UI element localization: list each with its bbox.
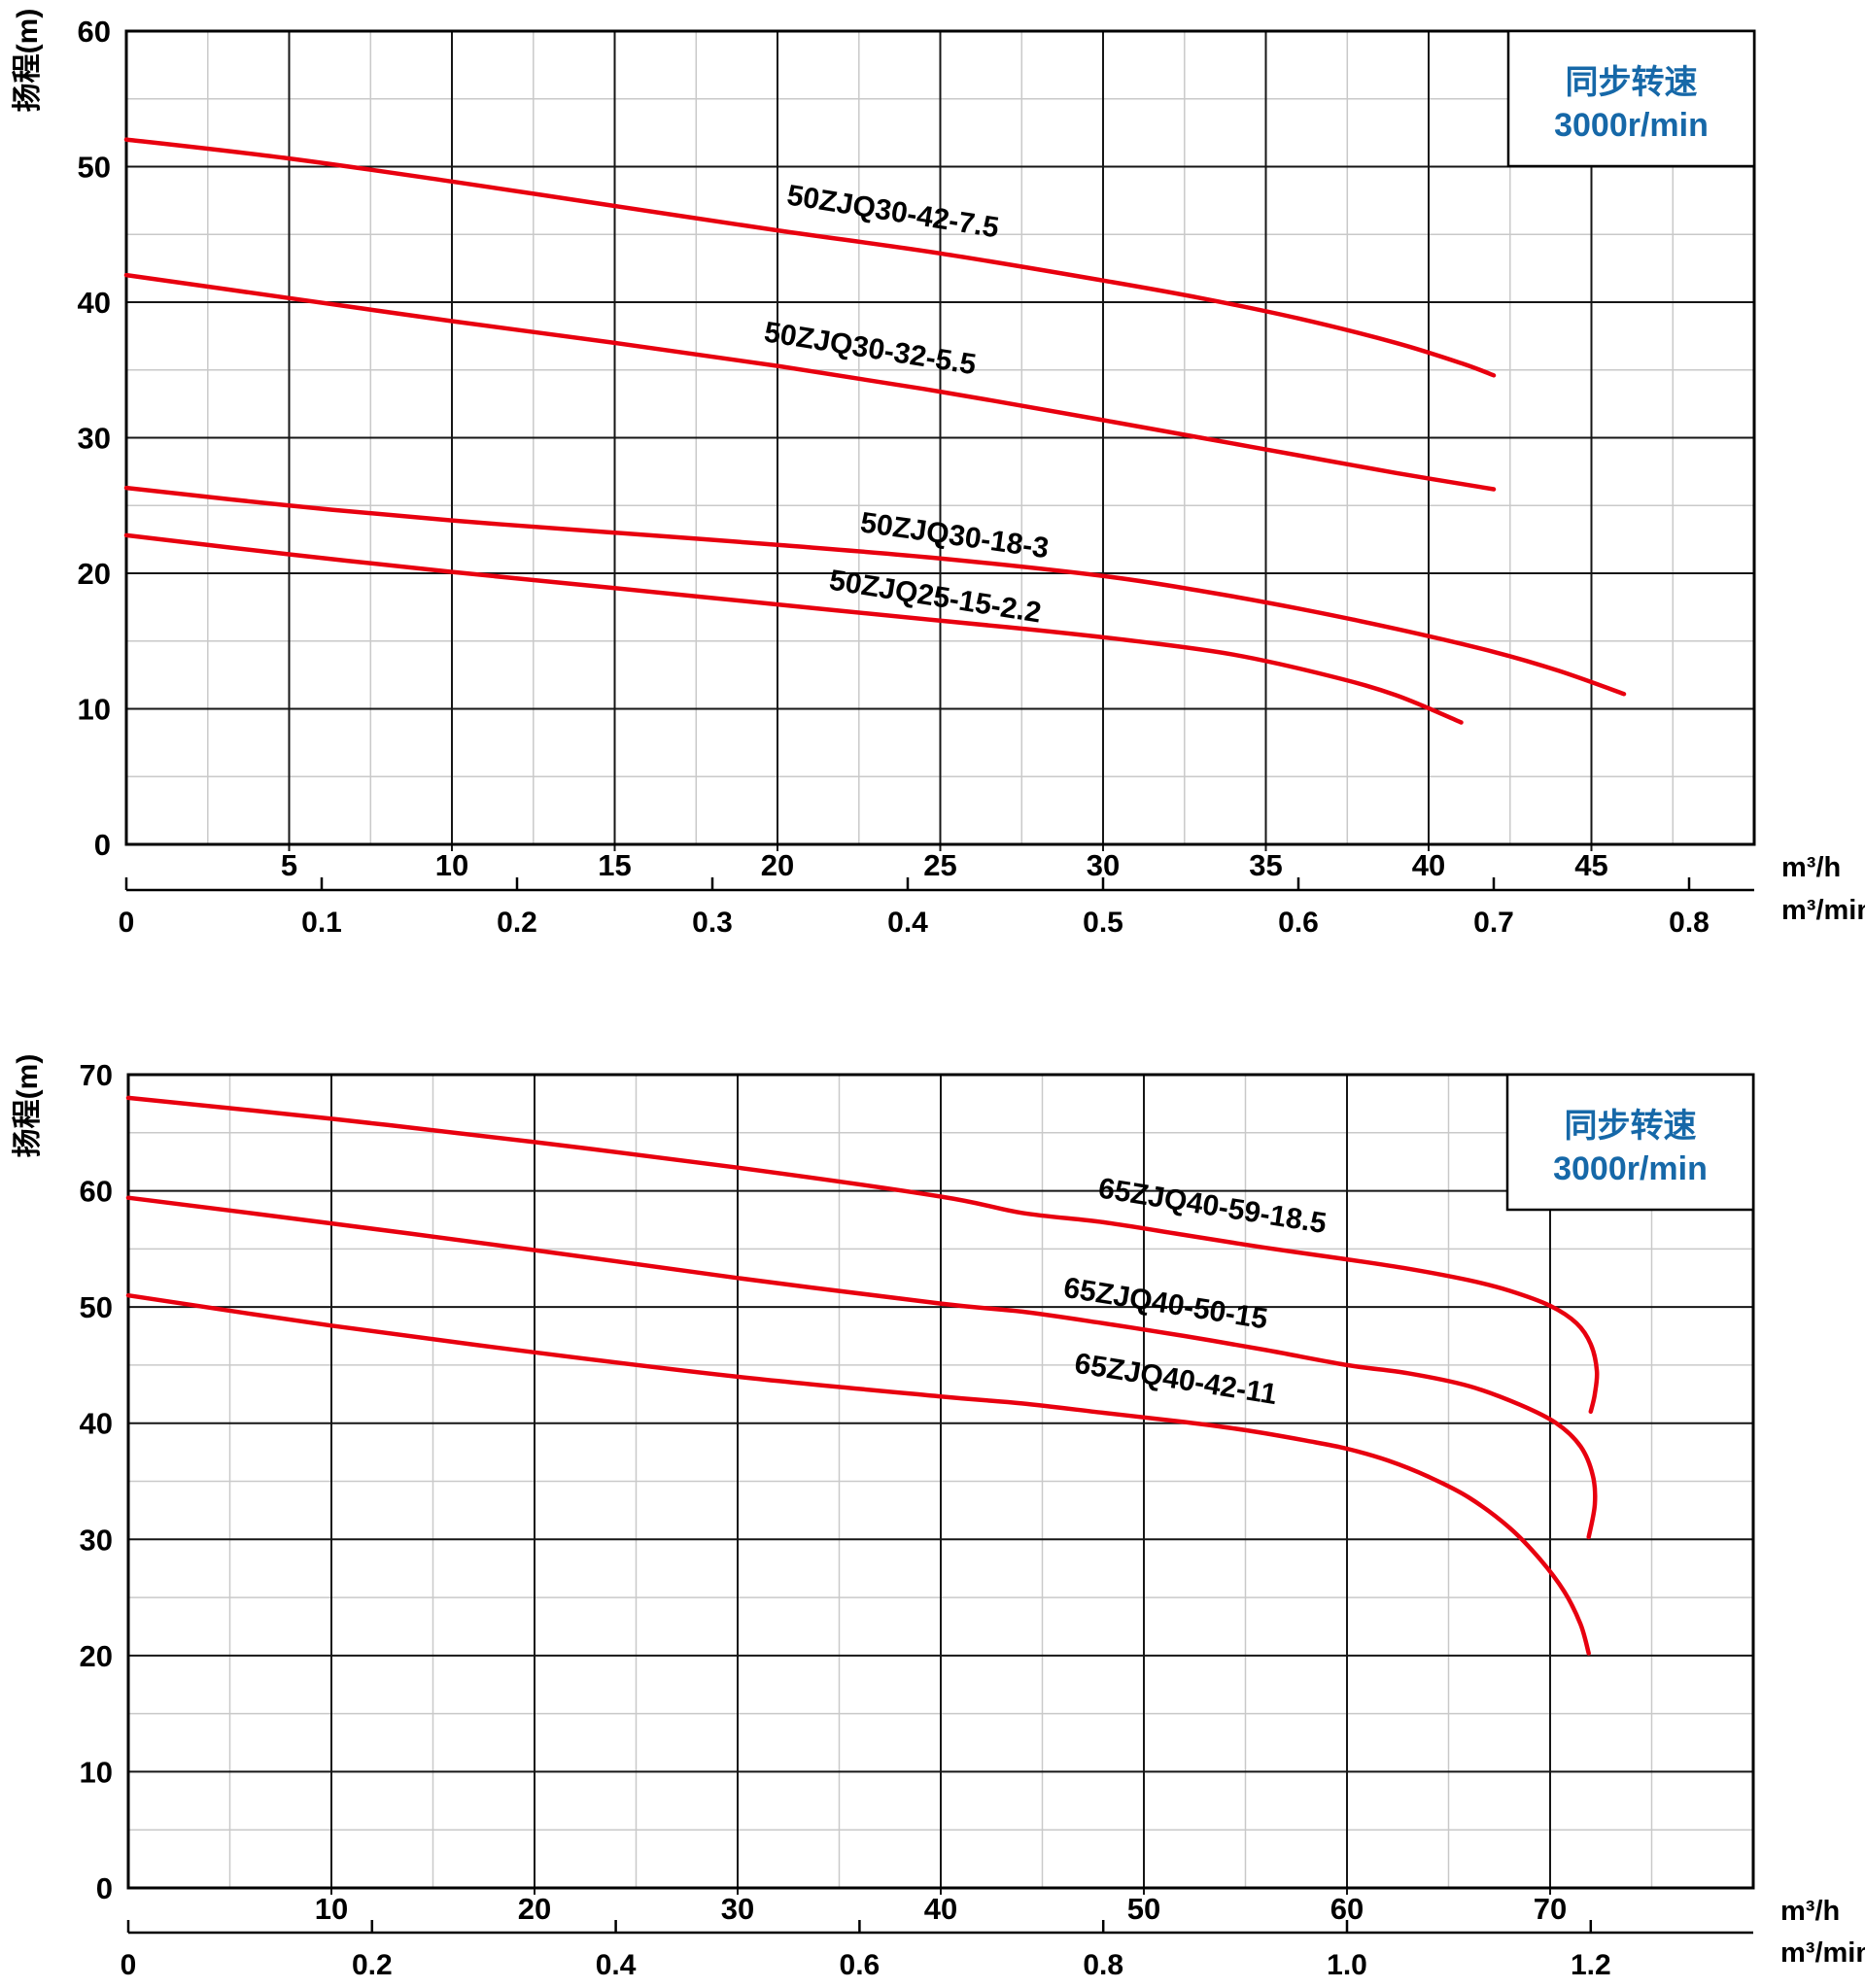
x-tick-label: 35 [1249, 848, 1282, 882]
secondary-axis-tick-label: 0.8 [1669, 907, 1710, 939]
y-tick-label: 60 [80, 1175, 113, 1209]
plot-border [124, 29, 1756, 846]
x-tick-label: 70 [1534, 1892, 1567, 1926]
x-axis-unit-label: m³/h [1781, 852, 1841, 883]
secondary-x-axis: 0 0.2 0.4 0.6 0.8 1.0 1.2 [121, 1920, 1753, 1981]
secondary-axis-tick-label: 0.5 [1083, 907, 1123, 939]
y-tick-label: 0 [96, 1871, 113, 1905]
legend-line-sync-speed: 同步转速 [1566, 64, 1698, 101]
secondary-axis-tick-label: 0.2 [352, 1949, 393, 1981]
secondary-axis-tick-label: 1.0 [1327, 1949, 1367, 1981]
y-tick-label: 30 [80, 1523, 113, 1557]
grid-major [128, 1075, 1753, 1895]
y-tick-label: 20 [78, 557, 111, 591]
x-tick-label: 40 [924, 1892, 957, 1926]
y-tick-label: 50 [78, 151, 111, 185]
x-tick-label: 5 [281, 848, 297, 882]
secondary-axis-tick-label: 1.2 [1571, 1949, 1611, 1981]
y-tick-label: 50 [80, 1290, 113, 1324]
secondary-x-axis: 0 0.1 0.2 0.3 0.4 0.5 0.6 0.7 0.8 [119, 877, 1754, 939]
x-tick-label: 30 [1087, 848, 1120, 882]
x-tick-label: 10 [315, 1892, 348, 1926]
secondary-axis-tick-label: 0.2 [497, 907, 537, 939]
x-tick-label: 25 [923, 848, 956, 882]
y-axis-title: 扬程(m) [12, 9, 44, 113]
x-tick-label: 45 [1574, 848, 1607, 882]
y-tick-label: 60 [78, 15, 111, 49]
secondary-axis-tick-label: 0.6 [1278, 907, 1319, 939]
y-axis-title: 扬程(m) [12, 1054, 44, 1158]
x-tick-label: 20 [761, 848, 794, 882]
secondary-axis-tick-label: 0 [121, 1949, 137, 1981]
curve-50ZJQ30-42-7.5 [123, 137, 1497, 378]
legend-box: 同步转速 3000r/min [1505, 1073, 1755, 1212]
y-tick-label: 20 [80, 1639, 113, 1673]
x-tick-label: 20 [518, 1892, 551, 1926]
secondary-axis-tick-label: 0 [119, 907, 135, 939]
curve-50ZJQ30-32-5.5 [123, 272, 1497, 492]
x-axis-tick-labels: 10 20 30 40 50 60 70 [315, 1892, 1567, 1926]
secondary-axis-tick-label: 0.8 [1083, 1949, 1123, 1981]
secondary-axis-tick-label: 0.3 [692, 907, 733, 939]
y-tick-label: 70 [80, 1058, 113, 1092]
curve-65ZJQ40-59-18.5 [125, 1095, 1600, 1415]
x-tick-label: 15 [598, 848, 631, 882]
secondary-axis-unit-label: m³/min [1781, 895, 1865, 926]
legend-box-frame [1505, 1073, 1755, 1212]
secondary-axis-tick-label: 0.6 [840, 1949, 881, 1981]
legend-line-rpm: 3000r/min [1554, 107, 1709, 144]
x-tick-label: 10 [435, 848, 468, 882]
x-tick-label: 30 [721, 1892, 754, 1926]
x-tick-label: 40 [1412, 848, 1445, 882]
secondary-axis-tick-label: 0.4 [596, 1949, 637, 1981]
y-tick-label: 40 [78, 286, 111, 320]
y-tick-label: 10 [80, 1755, 113, 1789]
y-tick-label: 40 [80, 1407, 113, 1441]
grid-major [126, 31, 1754, 851]
y-axis-tick-labels: 0 10 20 30 40 50 60 [78, 15, 111, 862]
legend-line-rpm: 3000r/min [1553, 1150, 1708, 1187]
y-tick-label: 30 [78, 422, 111, 456]
plot-border [126, 1073, 1755, 1890]
secondary-axis-unit-label: m³/min [1780, 1937, 1865, 1969]
secondary-axis-tick-label: 0.7 [1473, 907, 1514, 939]
legend-box: 同步转速 3000r/min [1506, 29, 1756, 168]
legend-box-frame [1506, 29, 1756, 168]
legend-line-sync-speed: 同步转速 [1565, 1108, 1697, 1145]
curve-50ZJQ30-18-3 [123, 485, 1627, 697]
secondary-axis-tick-label: 0.4 [887, 907, 928, 939]
curve-50ZJQ25-15-2.2 [123, 532, 1464, 725]
y-axis-tick-labels: 0 10 20 30 40 50 60 70 [80, 1058, 113, 1905]
x-axis-tick-labels: 5 10 15 20 25 30 35 40 45 [281, 848, 1608, 882]
curve-65ZJQ40-50-15 [125, 1195, 1598, 1540]
y-tick-label: 10 [78, 693, 111, 727]
curve-65ZJQ40-42-11 [125, 1292, 1591, 1656]
y-tick-label: 0 [94, 828, 111, 862]
x-tick-label: 50 [1127, 1892, 1160, 1926]
secondary-axis-tick-label: 0.1 [301, 907, 342, 939]
x-axis-unit-label: m³/h [1780, 1896, 1840, 1927]
